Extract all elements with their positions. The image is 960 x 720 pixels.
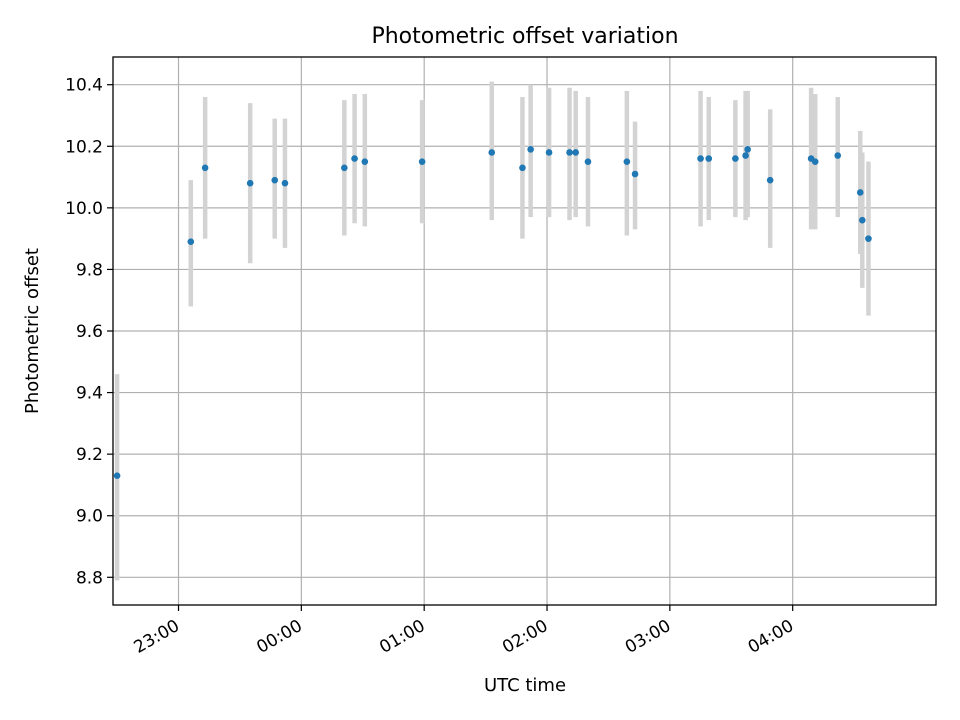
y-axis-ticks: 8.8 9.0 9.2 9.4 9.6 9.8 10.0 10.2 10.4: [65, 76, 113, 588]
data-point: [631, 170, 639, 178]
data-point: [271, 176, 279, 184]
data-point: [766, 176, 774, 184]
y-tick-label: 10.2: [65, 137, 103, 157]
data-point: [572, 149, 579, 156]
y-tick-label: 9.8: [76, 260, 103, 280]
data-point: [187, 238, 195, 246]
data-points: [113, 146, 872, 479]
y-axis-label: Photometric offset: [22, 248, 43, 414]
data-point: [519, 164, 526, 172]
y-tick-label: 9.4: [76, 384, 103, 404]
y-tick-label: 8.8: [76, 568, 103, 588]
x-tick-label: 00:00: [253, 616, 305, 658]
data-point: [201, 164, 209, 172]
data-point: [623, 158, 631, 165]
data-point: [351, 155, 358, 162]
y-tick-label: 9.2: [76, 445, 103, 465]
data-point: [566, 149, 573, 156]
y-tick-label: 9.0: [76, 507, 103, 527]
data-point: [545, 149, 553, 156]
data-point: [246, 179, 254, 187]
data-point: [858, 216, 866, 224]
data-point: [744, 146, 751, 153]
y-tick-label: 10.4: [65, 76, 103, 96]
data-point: [732, 155, 739, 162]
data-point: [527, 146, 534, 153]
data-point: [705, 155, 713, 162]
data-point: [834, 152, 842, 159]
data-point: [811, 158, 819, 165]
data-point: [418, 158, 426, 165]
data-point: [856, 189, 864, 196]
x-tick-label: 03:00: [622, 616, 674, 658]
x-tick-label: 04:00: [745, 616, 797, 658]
x-tick-label: 01:00: [376, 616, 428, 658]
x-tick-label: 23:00: [131, 616, 183, 658]
chart-title: Photometric offset variation: [371, 24, 678, 49]
y-tick-label: 10.0: [65, 199, 103, 219]
data-point: [742, 152, 749, 159]
data-point: [361, 158, 369, 165]
data-point: [341, 164, 348, 172]
x-tick-label: 02:00: [499, 616, 551, 658]
data-point: [488, 149, 496, 156]
y-tick-label: 9.6: [76, 322, 103, 342]
data-point: [281, 179, 289, 187]
data-point: [697, 155, 704, 162]
data-point: [113, 472, 121, 479]
x-axis-ticks: 23:00 00:00 01:00 02:00 03:00 04:00: [131, 605, 797, 658]
x-axis-label: UTC time: [484, 675, 566, 696]
data-point: [584, 158, 592, 165]
data-point: [865, 235, 872, 242]
